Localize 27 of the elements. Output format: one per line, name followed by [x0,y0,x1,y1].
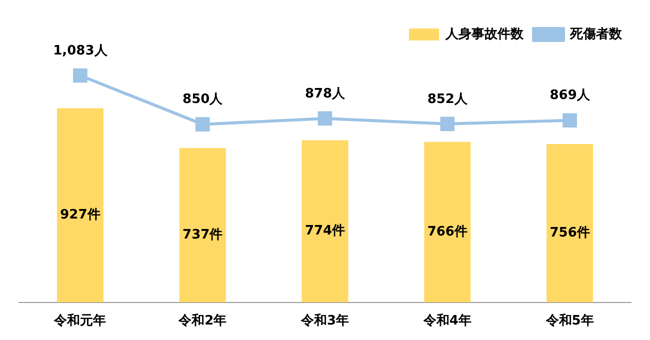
data-label: 927件 [60,208,100,223]
data-label: 756件 [550,226,590,241]
x-tick-label: 令和元年 [53,312,106,329]
x-tick-label: 令和4年 [422,312,472,329]
x-tick-label: 令和5年 [544,312,594,329]
point [73,68,88,83]
point [318,111,332,126]
legend-label: 死傷者数 [569,26,623,42]
bar [302,140,348,302]
x-tick-label: 令和2年 [178,312,227,329]
data-label: 852人 [427,92,468,107]
bar [179,148,226,302]
x-tick-label: 令和3年 [300,312,350,329]
data-label: 737件 [182,228,223,243]
data-label: 850人 [182,92,224,108]
bar [424,142,471,302]
point [440,116,455,132]
bar [546,144,594,302]
bar [56,108,104,302]
data-label: 774件 [304,224,346,239]
data-label: 878人 [304,86,346,102]
data-label: 869人 [550,88,591,104]
data-label: 766件 [427,224,468,240]
data-label: 1,083人 [53,43,108,58]
legend-label: 人身事故件数 [444,26,524,42]
point [195,117,210,132]
point [562,113,577,128]
